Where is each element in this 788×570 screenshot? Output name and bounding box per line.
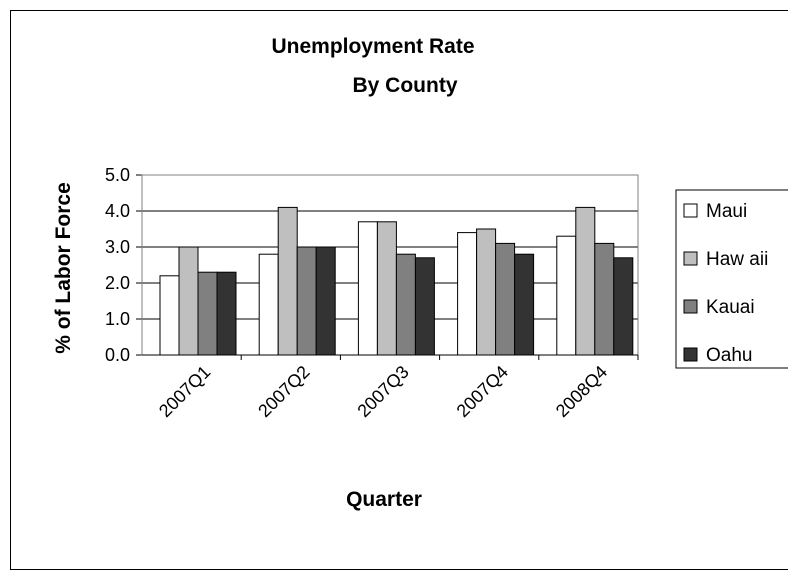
legend-label: Maui [706, 201, 747, 222]
y-tick-label: 3.0 [105, 237, 130, 257]
bar-oahu [315, 246, 336, 356]
bar-hawaii [178, 246, 199, 356]
bar-maui [357, 221, 378, 356]
bar-oahu [613, 257, 634, 356]
bar-hawaii [277, 206, 298, 356]
y-tick-label: 1.0 [105, 309, 130, 329]
legend: Maui Haw aii Kauai Oahu [675, 189, 788, 369]
bar-kauai [594, 242, 615, 356]
legend-swatch [683, 299, 698, 314]
bar-kauai [395, 253, 416, 356]
y-tick-label: 5.0 [105, 165, 130, 185]
y-axis-title: % of Labor Force [52, 182, 75, 354]
bar-maui [159, 275, 180, 356]
x-tick-label: 2007Q4 [453, 362, 512, 421]
bar-hawaii [476, 228, 497, 356]
y-tick-label: 2.0 [105, 273, 130, 293]
chart: Unemployment Rate By County 0.0 1.0 2.0 3.0… [52, 35, 788, 511]
plot-area: 0.0 1.0 2.0 3.0 4.0 5.0 2007Q1 2007Q2 2007Q3 2007… [105, 165, 639, 421]
x-tick-label: 2007Q2 [254, 362, 313, 421]
bar-kauai [197, 271, 218, 356]
x-tick-label: 2007Q3 [353, 362, 412, 421]
bar-oahu [414, 257, 435, 356]
bar-maui [556, 235, 577, 356]
bar-maui [457, 232, 478, 356]
bar-oahu [216, 271, 237, 356]
x-tick-label: 2008Q4 [552, 362, 611, 421]
x-tick-label: 2007Q1 [155, 362, 214, 421]
bar-kauai [296, 246, 317, 356]
bar-oahu [514, 253, 535, 356]
bar-maui [258, 253, 279, 356]
y-tick-label: 0.0 [105, 345, 130, 365]
chart-title-line-1: Unemployment Rate [271, 35, 474, 58]
chart-title-line-2: By County [353, 74, 458, 97]
bar-kauai [495, 242, 516, 356]
legend-swatch [683, 347, 698, 362]
x-axis-title: Quarter [346, 488, 422, 511]
legend-swatch [683, 251, 698, 266]
legend-label: Kauai [706, 297, 755, 318]
y-tick-label: 4.0 [105, 201, 130, 221]
legend-label: Haw aii [706, 249, 768, 270]
legend-box [675, 189, 788, 369]
bar-hawaii [376, 221, 397, 356]
bar-hawaii [575, 206, 596, 356]
legend-label: Oahu [706, 345, 752, 366]
legend-swatch [683, 203, 698, 218]
